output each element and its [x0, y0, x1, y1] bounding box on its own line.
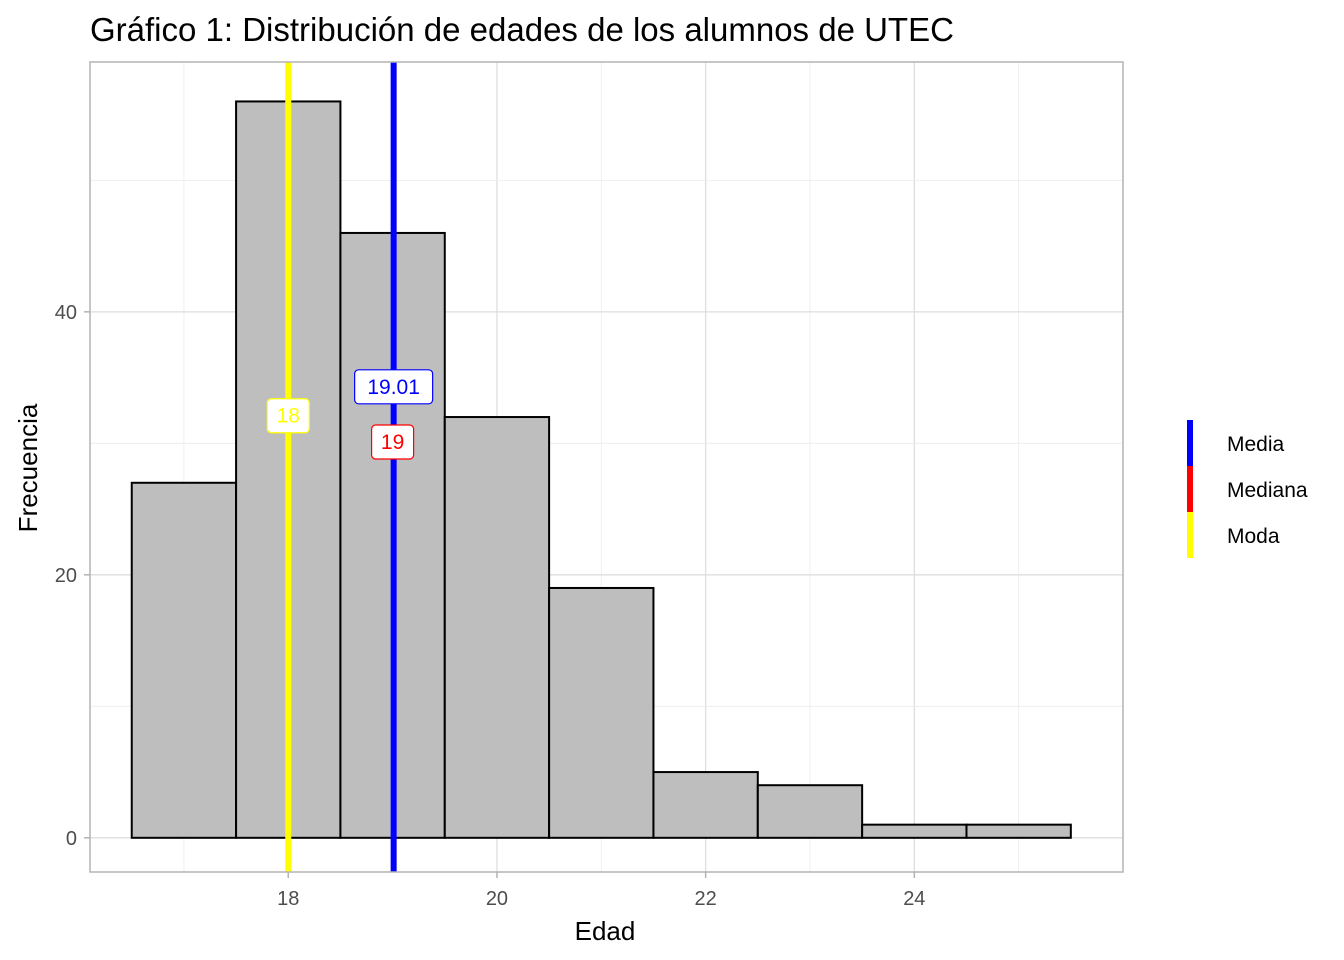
histogram-bar	[548, 586, 655, 839]
legend: Media Mediana Moda	[1187, 420, 1308, 558]
plot-border	[89, 61, 1124, 873]
axes	[89, 61, 1124, 873]
x-tick-label: 22	[695, 888, 717, 910]
mediana-label: 19	[381, 431, 404, 454]
y-tick-label: 40	[55, 302, 77, 324]
y-tick-label: 0	[66, 828, 77, 850]
mediana-label-box	[370, 424, 415, 460]
moda-label-box	[266, 398, 310, 434]
histogram-bar	[756, 784, 864, 839]
reference-labels: 19.01 19 18	[266, 369, 434, 460]
media-label: 19.01	[367, 376, 420, 399]
legend-label-media: Media	[1227, 433, 1285, 456]
tick-labels: 18 20 22 24 0 20 40	[55, 302, 926, 910]
x-tick-label: 18	[277, 888, 299, 910]
chart-title: Gráfico 1: Distribución de edades de los…	[90, 11, 954, 48]
histogram-bar	[965, 823, 1072, 839]
legend-key-media	[1187, 420, 1193, 466]
media-label-box	[354, 369, 434, 405]
x-tick-label: 24	[903, 888, 925, 910]
legend-label-mediana: Mediana	[1227, 479, 1308, 502]
y-axis-title: Frecuencia	[13, 403, 43, 532]
x-axis-title: Edad	[575, 916, 636, 946]
reference-lines	[285, 62, 397, 872]
legend-key-mediana	[1187, 466, 1193, 512]
histogram-bar	[861, 823, 968, 839]
histogram-bar	[443, 416, 551, 839]
x-tick-label: 20	[486, 888, 508, 910]
histogram-bar	[130, 481, 238, 839]
legend-label-moda: Moda	[1227, 525, 1280, 548]
y-tick-label: 20	[55, 565, 77, 587]
histogram-bar	[652, 771, 759, 839]
legend-key-moda	[1187, 512, 1193, 558]
moda-label: 18	[277, 405, 300, 428]
